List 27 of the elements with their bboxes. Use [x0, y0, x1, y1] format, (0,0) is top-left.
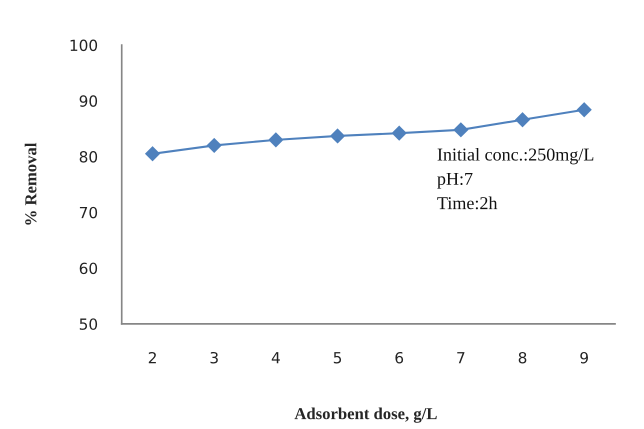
- y-tick-label: 60: [80, 262, 98, 274]
- annotation: Initial conc.:250mg/L: [438, 148, 594, 164]
- y-tick-label: 50: [80, 318, 98, 330]
- y-tick-label: 70: [80, 206, 98, 218]
- y-tick-label: 90: [80, 95, 98, 107]
- y-tick-label: 80: [80, 151, 98, 163]
- point: [576, 102, 592, 118]
- annotation: pH:7: [437, 172, 473, 189]
- x-tick-label: 4: [272, 352, 280, 364]
- point: [206, 138, 222, 153]
- point: [453, 122, 468, 138]
- x-tick-label: 6: [395, 352, 404, 364]
- point: [145, 146, 160, 162]
- x-tick-label: 5: [334, 352, 342, 364]
- point: [392, 126, 407, 141]
- x-axis-title: Adsorbent dose, g/L: [294, 408, 437, 423]
- x-tick-label: 7: [457, 352, 464, 364]
- x-tick-label: 2: [148, 352, 156, 364]
- annotation: Time:2h: [437, 196, 498, 210]
- point: [330, 128, 345, 144]
- point: [268, 132, 284, 148]
- point: [515, 112, 530, 128]
- y-tick-label: 100: [70, 40, 98, 52]
- y-axis-title: % Removal: [24, 142, 36, 225]
- x-tick-label: 8: [518, 352, 526, 364]
- x-tick-label: 3: [210, 352, 218, 364]
- x-tick-label: 9: [580, 352, 588, 364]
